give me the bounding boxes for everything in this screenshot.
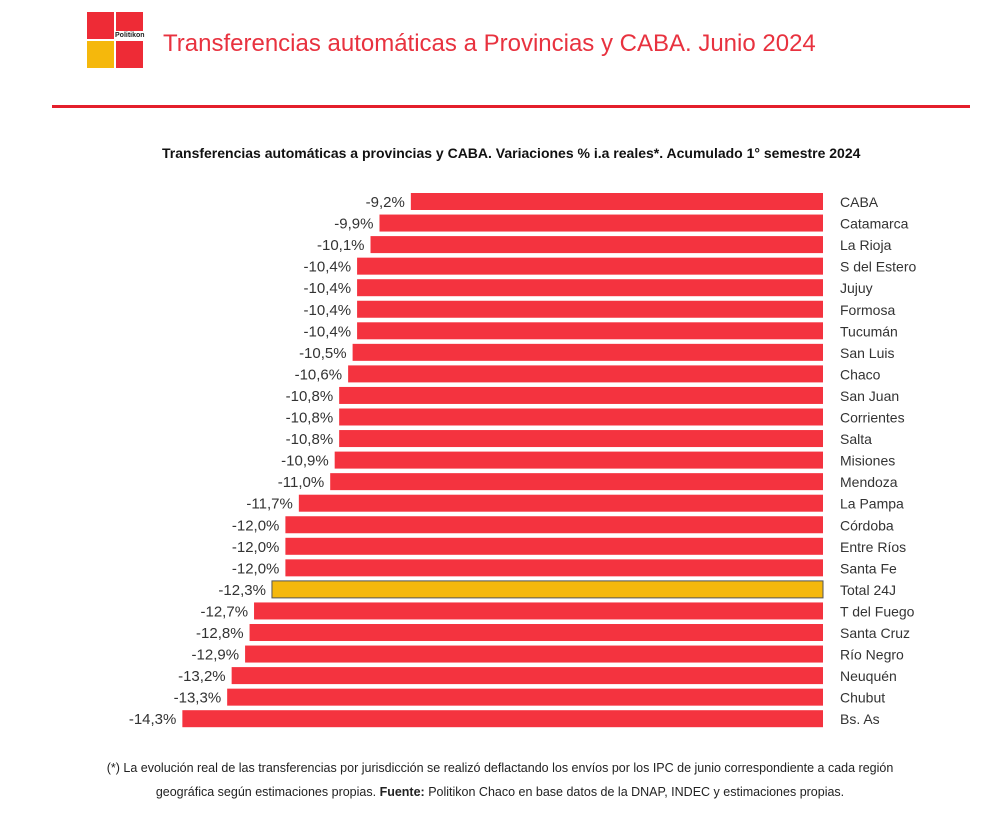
bar-9 (339, 386, 823, 404)
bar-6 (357, 322, 823, 340)
category-label-8: Chaco (840, 366, 881, 382)
bar-8 (348, 365, 823, 383)
value-label-10: -10,8% (286, 410, 334, 427)
footnote-line-2: geográfica según estimaciones propias. F… (40, 780, 960, 804)
category-label-4: Jujuy (840, 280, 873, 296)
value-label-6: -10,4% (304, 323, 352, 340)
bar-21 (245, 645, 823, 663)
category-label-17: Santa Fe (840, 560, 897, 576)
value-label-0: -9,2% (366, 194, 405, 211)
category-label-18: Total 24J (840, 582, 896, 598)
bar-11 (339, 430, 823, 448)
category-label-7: San Luis (840, 345, 894, 361)
bar-2 (370, 236, 823, 254)
bar-13 (330, 473, 823, 491)
bar-1 (379, 214, 823, 232)
bar-5 (357, 300, 823, 318)
category-label-23: Chubut (840, 690, 885, 706)
value-label-3: -10,4% (304, 259, 352, 276)
value-label-8: -10,6% (295, 366, 343, 383)
value-label-12: -10,9% (281, 453, 329, 470)
bar-19 (254, 602, 824, 620)
category-label-3: S del Estero (840, 259, 916, 275)
bar-22 (231, 667, 823, 685)
value-label-5: -10,4% (304, 302, 352, 319)
bar-7 (352, 343, 823, 361)
chart-title: Transferencias automáticas a provincias … (162, 145, 861, 161)
bar-23 (227, 688, 823, 706)
bar-3 (357, 257, 823, 275)
value-label-19: -12,7% (201, 603, 249, 620)
category-label-21: Río Negro (840, 647, 904, 663)
footnote-line-1: (*) La evolución real de las transferenc… (106, 761, 894, 775)
category-label-24: Bs. As (840, 711, 880, 727)
footnote-source-label: Fuente: (379, 785, 425, 799)
value-label-17: -12,0% (232, 560, 280, 577)
page-title: Transferencias automáticas a Provincias … (163, 30, 816, 57)
value-label-16: -12,0% (232, 539, 280, 556)
bar-17 (285, 559, 823, 577)
logo-square-red-top-left (87, 12, 114, 39)
category-label-11: Salta (840, 431, 872, 447)
footnote-source-text: Politikon Chaco en base datos de la DNAP… (428, 785, 845, 799)
value-label-18: -12,3% (218, 582, 266, 599)
bar-12 (334, 451, 823, 469)
value-label-21: -12,9% (192, 647, 240, 664)
politikon-logo: Politikon (87, 12, 146, 68)
category-label-16: Entre Ríos (840, 539, 906, 555)
logo-square-red-bottom-right (116, 41, 143, 68)
value-label-7: -10,5% (299, 345, 347, 362)
bar-15 (285, 516, 823, 534)
bar-10 (339, 408, 823, 426)
category-label-13: Mendoza (840, 474, 898, 490)
category-label-19: T del Fuego (840, 603, 915, 619)
bar-0 (410, 193, 823, 210)
bar-chart: -9,2% CABA -9,9% Catamarca -10,1% La Rioja -10… (129, 193, 916, 728)
value-label-11: -10,8% (286, 431, 334, 448)
value-label-23: -13,3% (174, 690, 222, 707)
category-label-5: Formosa (840, 302, 895, 318)
value-label-24: -14,3% (129, 711, 177, 728)
category-label-20: Santa Cruz (840, 625, 910, 641)
value-label-2: -10,1% (317, 237, 365, 254)
category-label-2: La Rioja (840, 237, 892, 253)
header-divider (52, 105, 970, 108)
value-label-15: -12,0% (232, 517, 280, 534)
category-label-10: Corrientes (840, 410, 905, 426)
value-label-20: -12,8% (196, 625, 244, 642)
category-label-22: Neuquén (840, 668, 897, 684)
logo-brand-text: Politikon (114, 31, 146, 40)
value-label-9: -10,8% (286, 388, 334, 405)
bar-14 (298, 494, 824, 512)
bar-24 (182, 710, 824, 728)
logo-square-yellow (87, 41, 114, 68)
category-label-12: Misiones (840, 453, 895, 469)
footnote-note: geográfica según estimaciones propias. (155, 785, 377, 799)
bar-16 (285, 537, 823, 555)
category-label-1: Catamarca (840, 216, 909, 232)
value-label-13: -11,0% (278, 474, 324, 491)
category-label-6: Tucumán (840, 323, 898, 339)
category-label-14: La Pampa (840, 496, 904, 512)
value-label-14: -11,7% (246, 496, 292, 513)
bar-4 (357, 279, 823, 297)
value-label-4: -10,4% (304, 280, 352, 297)
bar-20 (249, 624, 823, 641)
value-label-1: -9,9% (334, 216, 373, 233)
category-label-9: San Juan (840, 388, 899, 404)
category-label-0: CABA (840, 194, 879, 210)
category-label-15: Córdoba (840, 517, 894, 533)
bar-18 (271, 580, 824, 599)
value-label-22: -13,2% (178, 668, 226, 685)
